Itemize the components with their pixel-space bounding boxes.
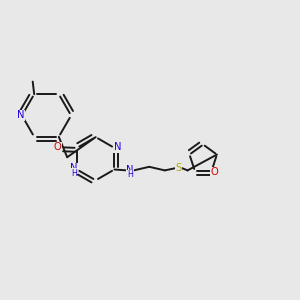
Text: S: S: [176, 163, 182, 173]
Text: N: N: [114, 142, 121, 152]
Text: N: N: [17, 110, 24, 121]
Text: H: H: [127, 170, 133, 179]
Text: N: N: [70, 163, 78, 173]
Text: N: N: [126, 164, 134, 175]
Text: O: O: [210, 167, 218, 177]
Text: O: O: [54, 142, 61, 152]
Text: H: H: [71, 169, 77, 178]
